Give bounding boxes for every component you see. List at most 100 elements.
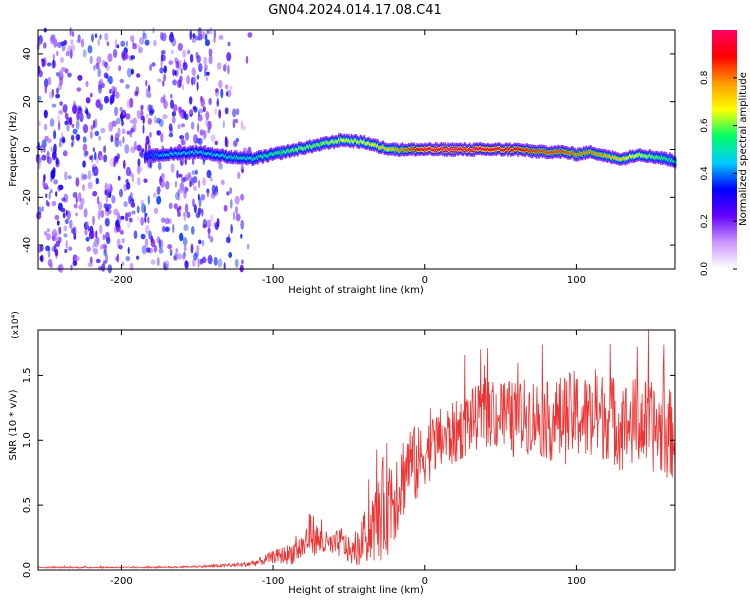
ridge-cell xyxy=(578,153,580,157)
noise-blob xyxy=(156,130,161,136)
ridge-cell xyxy=(641,154,644,157)
noise-blob xyxy=(192,105,197,111)
noise-blob xyxy=(158,238,161,249)
ridge-cell xyxy=(654,156,657,160)
ridge-cell xyxy=(188,152,191,156)
noise-blob xyxy=(62,104,68,113)
noise-blob xyxy=(92,215,95,226)
ridge-cell xyxy=(666,158,669,161)
ridge-cell xyxy=(563,150,566,154)
ridge-cell xyxy=(375,143,377,147)
noise-blob xyxy=(53,129,57,140)
ridge-cell xyxy=(472,147,475,150)
ridge-cell xyxy=(217,153,219,156)
noise-blob xyxy=(97,38,100,46)
ridge-cell xyxy=(621,157,624,161)
colorbar-tick-label: 0.8 xyxy=(700,70,710,85)
noise-blob xyxy=(161,217,166,223)
noise-blob xyxy=(100,210,105,218)
noise-blob xyxy=(235,108,240,116)
ridge-cell xyxy=(642,154,645,158)
ridge-cell xyxy=(402,148,405,152)
spectrogram-heatmap xyxy=(35,26,677,274)
noise-blob xyxy=(136,164,141,175)
ridge-cell xyxy=(208,153,211,156)
noise-blob xyxy=(216,62,222,70)
ridge-cell xyxy=(378,146,381,150)
ridge-cell xyxy=(433,148,436,152)
noise-blob xyxy=(206,29,210,35)
ridge-cell xyxy=(569,152,571,155)
ridge-cell xyxy=(530,150,532,154)
spectrogram-x-axis: -200 -100 0 100 xyxy=(110,30,586,286)
ridge-cell xyxy=(586,151,588,154)
ridge-cell xyxy=(253,156,255,160)
noise-blob xyxy=(183,245,187,252)
ridge-cell xyxy=(200,150,203,154)
noise-blob xyxy=(64,171,68,181)
noise-blob xyxy=(226,191,230,196)
noise-blob xyxy=(177,188,180,196)
snr-series-line xyxy=(38,329,676,569)
noise-blob xyxy=(208,48,213,56)
noise-blob xyxy=(99,78,104,88)
ridge-cell xyxy=(528,149,530,153)
noise-blob xyxy=(145,88,149,98)
noise-blob xyxy=(129,55,134,61)
noise-blob xyxy=(49,118,55,127)
ridge-cell xyxy=(229,156,232,160)
ridge-cell xyxy=(166,153,168,157)
ridge-cell xyxy=(305,147,307,150)
ridge-cell xyxy=(282,150,285,153)
noise-blob xyxy=(85,150,89,156)
noise-blob xyxy=(178,173,183,178)
noise-blob xyxy=(205,111,210,120)
ridge-cell xyxy=(486,147,488,151)
noise-blob xyxy=(103,145,107,153)
ridge-cell xyxy=(396,148,398,152)
ridge-cell xyxy=(193,151,195,155)
y-tick-label: -40 xyxy=(22,237,33,253)
noise-blob xyxy=(201,256,207,264)
noise-blob xyxy=(158,118,164,127)
noise-blob xyxy=(232,211,236,221)
ridge-cell xyxy=(477,147,479,151)
colorbar-tick-label: 0.2 xyxy=(700,214,710,228)
ridge-cell xyxy=(447,147,449,150)
ridge-cell xyxy=(401,146,404,150)
noise-blob xyxy=(163,73,167,82)
ridge-cell xyxy=(276,151,278,155)
noise-blob xyxy=(190,121,195,130)
ridge-cell xyxy=(338,137,340,141)
noise-blob xyxy=(180,68,183,74)
ridge-cell xyxy=(481,147,484,151)
ridge-cell xyxy=(465,148,467,152)
ridge-cell xyxy=(533,149,536,153)
ridge-cell xyxy=(159,154,162,157)
noise-blob xyxy=(104,217,110,227)
ridge-cell xyxy=(622,156,625,160)
noise-blob xyxy=(153,115,157,124)
ridge-cell xyxy=(277,150,279,154)
ridge-cell xyxy=(332,140,335,144)
ridge-cell xyxy=(145,153,147,157)
noise-blob xyxy=(79,110,84,120)
noise-blob xyxy=(197,137,203,146)
noise-blob xyxy=(192,258,196,267)
noise-blob xyxy=(121,119,124,127)
ridge-cell xyxy=(250,156,253,160)
noise-blob xyxy=(57,184,61,192)
ridge-cell xyxy=(296,148,298,151)
noise-blob xyxy=(61,137,66,144)
ridge-cell xyxy=(205,152,207,155)
noise-blob xyxy=(130,146,136,154)
figure-title: GN04.2024.014.17.08.C41 xyxy=(268,3,442,18)
noise-blob xyxy=(46,156,53,165)
ridge-cell xyxy=(474,147,477,150)
ridge-cell xyxy=(174,151,176,155)
ridge-cell xyxy=(361,141,364,144)
noise-blob xyxy=(70,44,76,52)
ridge-cell xyxy=(207,151,210,155)
noise-blob xyxy=(161,173,165,178)
